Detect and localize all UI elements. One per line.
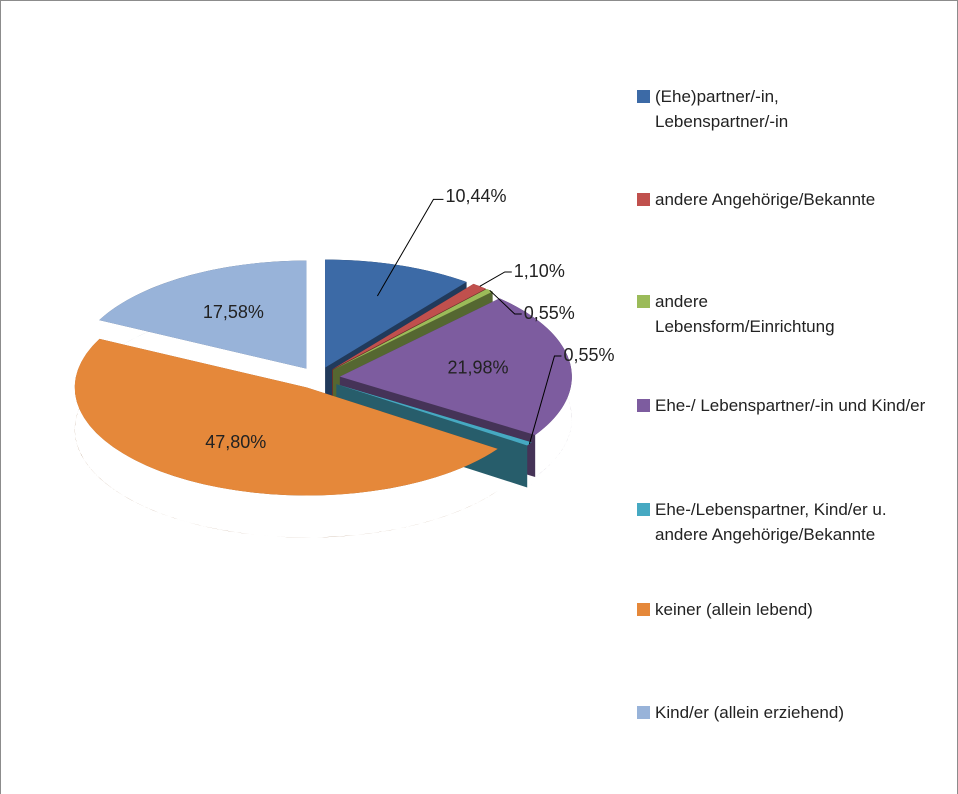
legend-label: Kind/er (allein erziehend) (655, 703, 844, 722)
legend-label: andere Angehörige/Bekannte (655, 190, 876, 209)
slice (332, 289, 493, 370)
legend-label: (Ehe)partner/-in, Lebenspartner/-in (655, 87, 789, 131)
legend-label: keiner (allein lebend) (655, 600, 813, 619)
legend-entry: andere Lebensform/Einrichtung (637, 289, 947, 339)
leader-line (376, 198, 444, 297)
data-label: 1,10% (514, 261, 565, 281)
leader-line (489, 289, 522, 315)
legend-swatch (637, 603, 650, 616)
slice (332, 283, 486, 370)
data-label: 0,55% (524, 303, 575, 323)
legend-swatch (637, 399, 650, 412)
slice (74, 338, 498, 496)
data-label: 10,44% (445, 186, 506, 206)
legend-entry: Ehe-/Lebenspartner, Kind/er u. andere An… (637, 497, 947, 547)
legend-entry: Ehe-/ Lebenspartner/-in und Kind/er (637, 393, 947, 418)
slice (336, 384, 532, 446)
slice (339, 298, 572, 435)
legend-swatch (637, 193, 650, 206)
legend-swatch (637, 90, 650, 103)
slice (99, 260, 307, 369)
legend-label: andere Lebensform/Einrichtung (655, 292, 835, 336)
legend-label: Ehe-/Lebenspartner, Kind/er u. andere An… (655, 500, 887, 544)
slice (325, 259, 467, 368)
legend-swatch (637, 295, 650, 308)
legend-swatch (637, 706, 650, 719)
legend-label: Ehe-/ Lebenspartner/-in und Kind/er (655, 396, 926, 415)
data-label: 21,98% (447, 358, 508, 378)
legend-swatch (637, 503, 650, 516)
data-label: 0,55% (563, 345, 614, 365)
legend-entry: andere Angehörige/Bekannte (637, 187, 947, 212)
legend-entry: (Ehe)partner/-in, Lebenspartner/-in (637, 84, 947, 134)
legend-entry: keiner (allein lebend) (637, 597, 947, 622)
data-label: 47,80% (205, 432, 266, 452)
leader-line (528, 355, 562, 445)
data-label: 17,58% (203, 302, 264, 322)
leader-line (479, 271, 512, 287)
legend-entry: Kind/er (allein erziehend) (637, 700, 947, 725)
